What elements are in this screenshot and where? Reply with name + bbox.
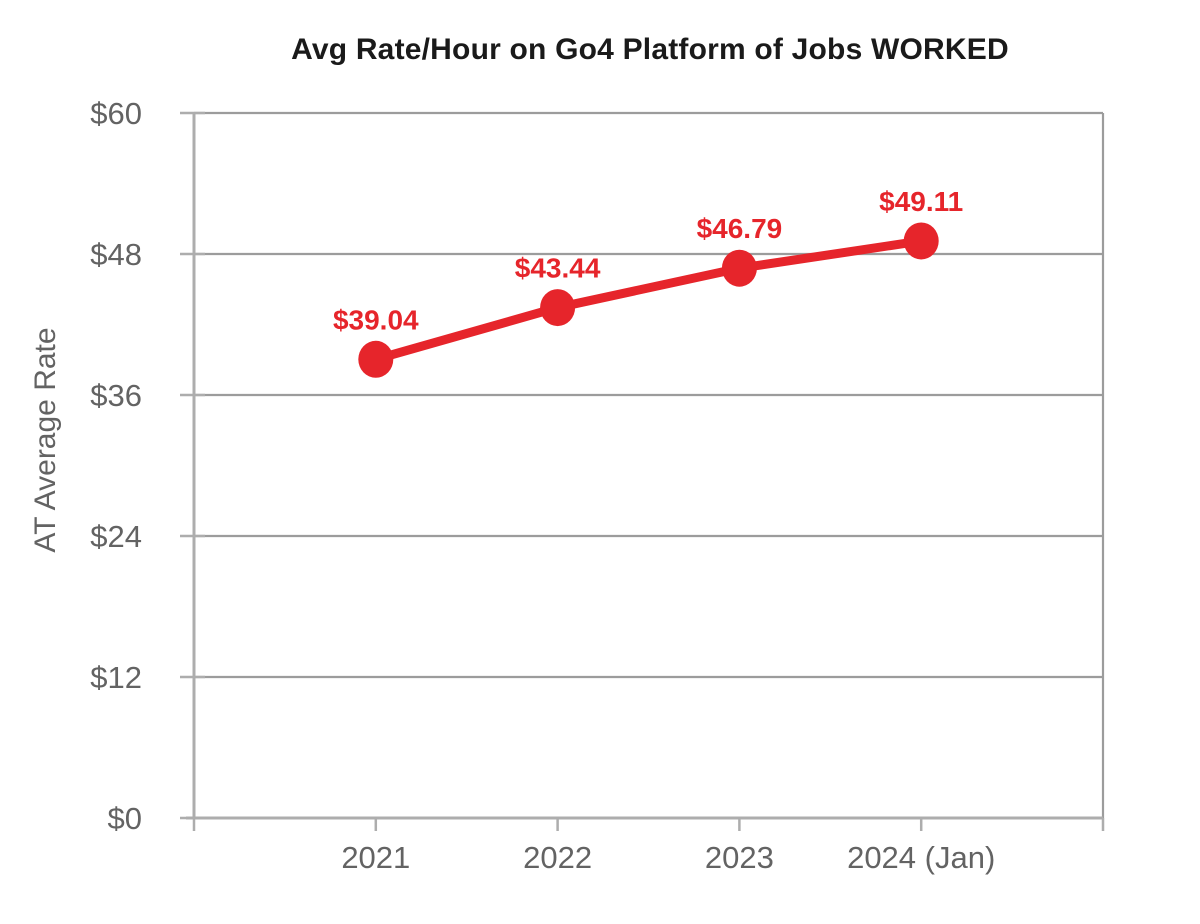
y-tick-label: $12 xyxy=(90,660,142,695)
chart-title: Avg Rate/Hour on Go4 Platform of Jobs WO… xyxy=(291,33,1009,66)
x-tick-label: 2021 xyxy=(341,840,410,875)
y-tick-label: $0 xyxy=(108,801,142,836)
data-point-label: $43.44 xyxy=(515,253,601,284)
series-line xyxy=(371,236,926,364)
y-tick-label: $60 xyxy=(90,96,142,131)
x-tick-label: 2024 (Jan) xyxy=(847,840,995,875)
x-tick-label: 2022 xyxy=(523,840,592,875)
data-point-marker xyxy=(721,249,757,287)
data-point-label: $46.79 xyxy=(697,213,783,244)
data-point-label: $39.04 xyxy=(333,304,419,335)
data-point-marker xyxy=(540,289,576,327)
data-point-marker xyxy=(358,340,394,378)
y-tick-label: $24 xyxy=(90,519,142,554)
data-point-marker xyxy=(903,222,939,260)
x-tick-label: 2023 xyxy=(705,840,774,875)
y-tick-label: $48 xyxy=(90,237,142,272)
y-tick-label: $36 xyxy=(90,378,142,413)
data-point-label: $49.11 xyxy=(879,186,963,217)
